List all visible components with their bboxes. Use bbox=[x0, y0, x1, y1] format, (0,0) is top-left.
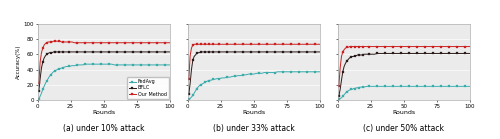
Our Method bbox=[364, 46, 370, 47]
FedAvg bbox=[49, 72, 55, 74]
Our Method bbox=[200, 43, 206, 45]
BFLC bbox=[50, 51, 56, 53]
FedAvg bbox=[317, 71, 323, 73]
Line: Our Method: Our Method bbox=[188, 43, 321, 80]
FedAvg bbox=[112, 64, 117, 66]
FedAvg bbox=[356, 87, 362, 89]
Line: FedAvg: FedAvg bbox=[38, 63, 171, 100]
Our Method bbox=[60, 41, 66, 43]
Our Method bbox=[336, 85, 342, 87]
Our Method bbox=[366, 46, 372, 47]
FedAvg bbox=[82, 63, 88, 65]
FedAvg bbox=[208, 79, 214, 81]
Our Method bbox=[36, 82, 42, 84]
Our Method bbox=[50, 40, 56, 42]
BFLC bbox=[112, 51, 117, 53]
Our Method bbox=[216, 43, 222, 45]
FedAvg bbox=[58, 67, 64, 69]
BFLC bbox=[200, 51, 206, 53]
Text: (c) under 50% attack: (c) under 50% attack bbox=[364, 124, 444, 133]
Our Method bbox=[360, 46, 366, 47]
BFLC bbox=[198, 51, 204, 53]
BFLC bbox=[210, 51, 216, 53]
FedAvg bbox=[467, 85, 473, 87]
BFLC bbox=[49, 52, 55, 54]
BFLC bbox=[167, 51, 173, 53]
Y-axis label: Accuracy(%): Accuracy(%) bbox=[16, 45, 21, 79]
Our Method bbox=[350, 46, 356, 47]
FedAvg bbox=[199, 83, 205, 85]
BFLC bbox=[66, 51, 72, 53]
Our Method bbox=[214, 43, 220, 45]
FedAvg bbox=[206, 80, 212, 82]
Our Method bbox=[210, 43, 216, 45]
FedAvg bbox=[36, 98, 42, 99]
Our Method bbox=[207, 43, 213, 45]
Line: Our Method: Our Method bbox=[38, 40, 171, 84]
Legend: FedAvg, BFLC, Our Method: FedAvg, BFLC, Our Method bbox=[127, 77, 168, 99]
Our Method bbox=[66, 41, 72, 43]
BFLC bbox=[317, 51, 323, 53]
Our Method bbox=[191, 43, 197, 45]
BFLC bbox=[57, 51, 63, 53]
BFLC bbox=[358, 54, 364, 56]
Our Method bbox=[346, 46, 352, 47]
BFLC bbox=[214, 51, 220, 53]
FedAvg bbox=[349, 89, 355, 90]
Line: FedAvg: FedAvg bbox=[188, 71, 321, 100]
BFLC bbox=[412, 53, 418, 54]
Line: BFLC: BFLC bbox=[338, 52, 471, 97]
X-axis label: Rounds: Rounds bbox=[392, 110, 415, 115]
BFLC bbox=[349, 56, 355, 57]
FedAvg bbox=[358, 86, 364, 88]
X-axis label: Rounds: Rounds bbox=[242, 110, 266, 115]
BFLC bbox=[336, 95, 342, 97]
FedAvg bbox=[61, 66, 67, 68]
X-axis label: Rounds: Rounds bbox=[92, 110, 116, 115]
FedAvg bbox=[186, 98, 192, 100]
FedAvg bbox=[258, 72, 264, 74]
FedAvg bbox=[167, 64, 173, 66]
BFLC bbox=[186, 93, 192, 95]
BFLC bbox=[356, 54, 362, 56]
FedAvg bbox=[412, 85, 418, 87]
Our Method bbox=[49, 41, 55, 43]
Our Method bbox=[57, 40, 63, 42]
FedAvg bbox=[64, 66, 70, 67]
FedAvg bbox=[274, 71, 280, 73]
BFLC bbox=[36, 90, 42, 92]
Line: Our Method: Our Method bbox=[338, 46, 471, 87]
Text: (b) under 33% attack: (b) under 33% attack bbox=[213, 124, 294, 133]
FedAvg bbox=[361, 86, 367, 88]
Our Method bbox=[412, 46, 418, 47]
Line: BFLC: BFLC bbox=[38, 51, 171, 92]
Our Method bbox=[186, 78, 192, 80]
BFLC bbox=[64, 51, 70, 53]
Line: FedAvg: FedAvg bbox=[338, 85, 471, 100]
BFLC bbox=[262, 51, 268, 53]
Text: (a) under 10% attack: (a) under 10% attack bbox=[63, 124, 144, 133]
Our Method bbox=[64, 41, 70, 43]
BFLC bbox=[60, 51, 66, 53]
Our Method bbox=[112, 42, 117, 44]
BFLC bbox=[216, 51, 222, 53]
FedAvg bbox=[211, 79, 217, 80]
BFLC bbox=[364, 53, 370, 55]
Our Method bbox=[317, 43, 323, 45]
FedAvg bbox=[366, 85, 372, 87]
BFLC bbox=[467, 53, 473, 54]
BFLC bbox=[374, 53, 380, 54]
FedAvg bbox=[214, 78, 220, 80]
Our Method bbox=[167, 42, 173, 44]
Line: BFLC: BFLC bbox=[188, 51, 321, 95]
FedAvg bbox=[364, 85, 370, 87]
BFLC bbox=[207, 51, 213, 53]
FedAvg bbox=[56, 68, 62, 70]
Our Method bbox=[262, 43, 268, 45]
BFLC bbox=[361, 53, 367, 55]
Our Method bbox=[467, 46, 473, 47]
FedAvg bbox=[336, 98, 342, 100]
Our Method bbox=[357, 46, 363, 47]
